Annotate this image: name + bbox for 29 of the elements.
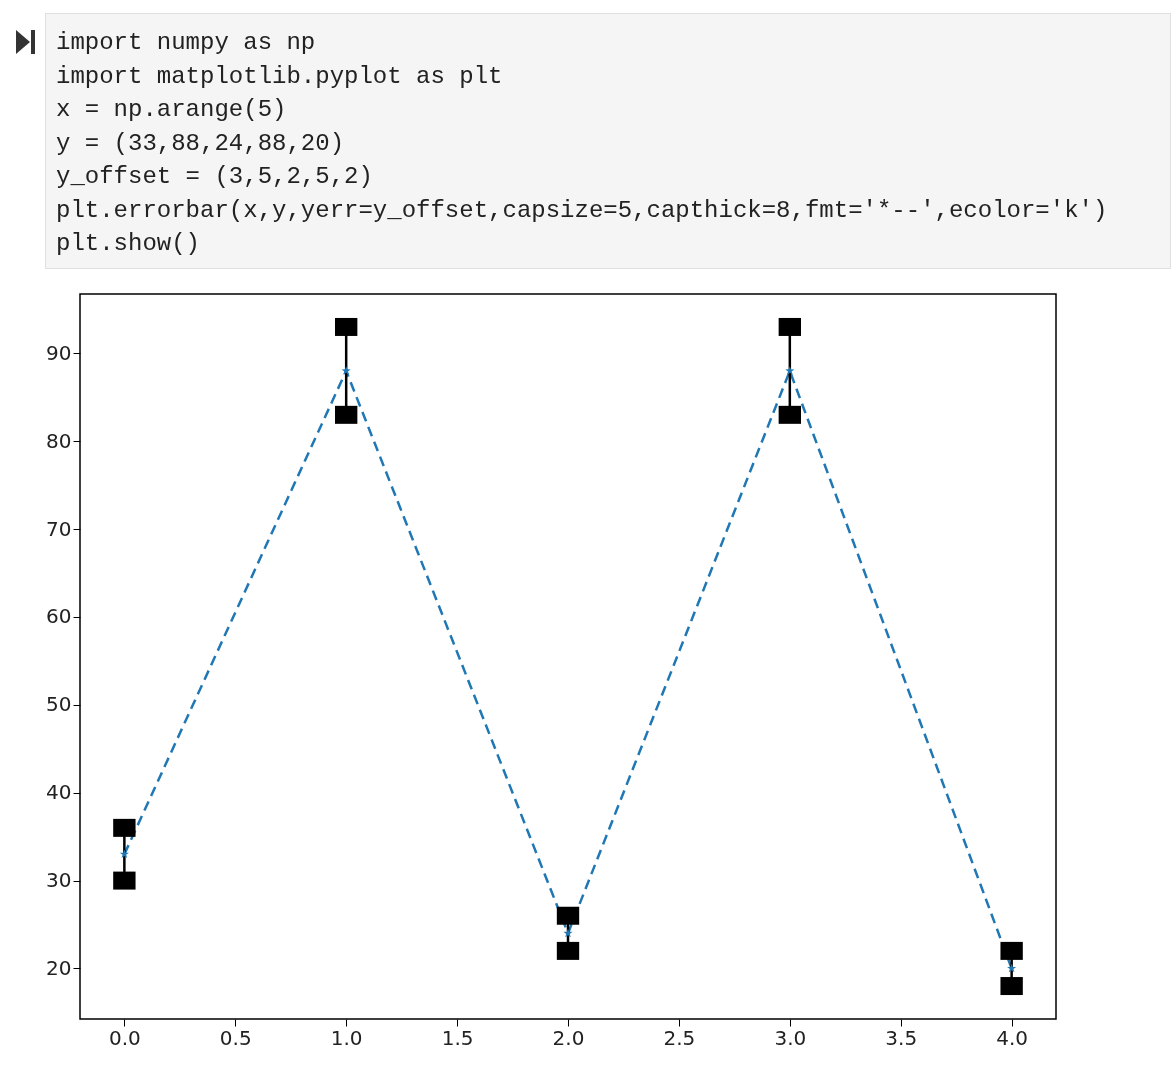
y-tick-label: 60 [46, 604, 72, 629]
point [1007, 963, 1017, 973]
point [119, 849, 129, 859]
y-tick-label: 20 [46, 955, 72, 980]
x-tick-label: 3.5 [885, 1025, 918, 1050]
x-tick-label: 2.0 [552, 1025, 585, 1050]
x-tick-label: 0.5 [219, 1025, 252, 1050]
text: y_offset = (3,5,2,5,2) [56, 162, 374, 192]
y-tick-label: 70 [46, 516, 72, 541]
x-tick-label: 1.0 [330, 1025, 363, 1050]
point [785, 366, 795, 375]
text: plt.show() [56, 229, 202, 259]
y-tick-label: 80 [46, 428, 72, 453]
text: x = np.arange(5) [56, 95, 288, 125]
x-tick-label: 2.5 [663, 1025, 696, 1050]
text: import numpy as np [56, 28, 317, 58]
y-tick-label: 50 [46, 692, 72, 717]
y-tick-label: 90 [46, 340, 72, 365]
y-tick-label: 40 [46, 780, 72, 805]
point [341, 366, 351, 375]
x-tick-label: 0.0 [108, 1025, 141, 1050]
x-tick-label: 3.0 [774, 1025, 807, 1050]
x-tick-label: 1.5 [441, 1025, 474, 1050]
text: y = (33,88,24,88,20) [56, 128, 346, 159]
text: import matplotlib.pyplot as plt [56, 61, 504, 92]
text: plt.errorbar(x,y,yerr=y_offset,capsize=5,capthick=8,fmt='*--',ecolor='k') [56, 195, 1109, 226]
point [563, 928, 573, 938]
x-tick-label: 4.0 [996, 1025, 1029, 1050]
y-tick-label: 30 [46, 868, 72, 893]
